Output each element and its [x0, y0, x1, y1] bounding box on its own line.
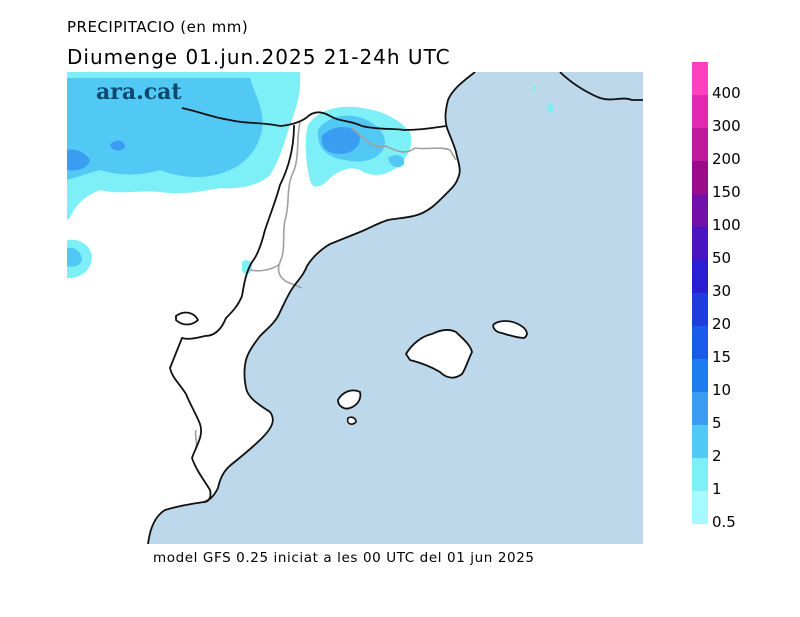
legend-swatch	[692, 62, 708, 95]
legend-swatch	[692, 491, 708, 524]
coastline	[559, 72, 643, 101]
legend-swatch	[692, 293, 708, 326]
legend-swatch	[692, 194, 708, 227]
legend-label: 300	[712, 117, 741, 135]
legend-label: 400	[712, 84, 741, 102]
legend-label: 50	[712, 249, 732, 267]
legend-swatch	[692, 95, 708, 128]
legend-label: 2	[712, 447, 722, 465]
legend-swatch	[692, 392, 708, 425]
map-title: PRECIPITACIO (en mm)	[67, 18, 249, 36]
regional-border	[277, 121, 303, 289]
country-border	[169, 124, 295, 503]
legend-label: 200	[712, 150, 741, 168]
color-scale-legend	[692, 62, 708, 524]
legend-label: 15	[712, 348, 732, 366]
legend-swatch	[692, 458, 708, 491]
legend-label: 30	[712, 282, 732, 300]
legend-label: 150	[712, 183, 741, 201]
legend-label: 100	[712, 216, 741, 234]
legend-swatch	[692, 227, 708, 260]
country-border	[181, 107, 447, 131]
precipitation-field	[67, 72, 554, 278]
coastline	[147, 72, 476, 544]
legend-label: 1	[712, 480, 722, 498]
legend-swatch	[692, 425, 708, 458]
regional-border	[351, 127, 457, 161]
island-ibiza	[337, 389, 362, 410]
legend-label: 20	[712, 315, 732, 333]
map-subtitle: Diumenge 01.jun.2025 21-24h UTC	[67, 45, 451, 69]
regional-border	[249, 263, 281, 272]
legend-label: 10	[712, 381, 732, 399]
legend-label: 5	[712, 414, 722, 432]
island-menorca	[492, 320, 528, 339]
island-mallorca	[404, 328, 473, 379]
island-formentera	[346, 416, 357, 425]
coastline	[175, 311, 200, 326]
legend-swatch	[692, 161, 708, 194]
legend-swatch	[692, 326, 708, 359]
legend-label: 0.5	[712, 513, 736, 531]
legend-swatch	[692, 359, 708, 392]
model-footer: model GFS 0.25 iniciat a les 00 UTC del …	[153, 550, 535, 566]
legend-swatch	[692, 128, 708, 161]
ara-cat-logo: ara.cat	[96, 79, 182, 105]
legend-swatch	[692, 260, 708, 293]
